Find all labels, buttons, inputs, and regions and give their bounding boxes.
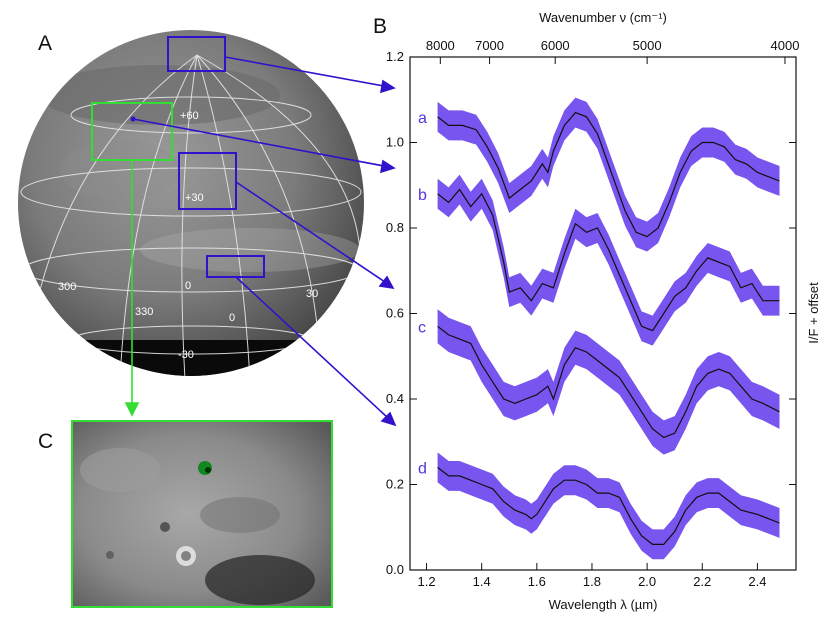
y-tick-label: 1.2 bbox=[386, 49, 404, 64]
series-label-c: c bbox=[418, 319, 426, 336]
x-tick-label: 2.4 bbox=[748, 574, 766, 589]
x-tick-label: 1.8 bbox=[583, 574, 601, 589]
y-axis-label: I/F + offset bbox=[806, 282, 821, 344]
panel-c-label: C bbox=[38, 430, 53, 453]
top-tick-label: 5000 bbox=[633, 38, 662, 53]
y-tick-label: 0.6 bbox=[386, 306, 404, 321]
grid-label-330: 330 bbox=[135, 306, 153, 318]
y-tick-label: 1.0 bbox=[386, 135, 404, 150]
spectra-bands bbox=[437, 97, 780, 560]
y-tick-label: 0.2 bbox=[386, 477, 404, 492]
panel-b-label: B bbox=[373, 15, 387, 38]
grid-label-60: +60 bbox=[180, 110, 199, 122]
x-tick-label: 2.2 bbox=[693, 574, 711, 589]
grid-label-m30: -30 bbox=[178, 349, 194, 361]
top-axis-ticks: 8000 7000 6000 5000 4000 bbox=[426, 38, 800, 64]
x-tick-label: 1.6 bbox=[528, 574, 546, 589]
grid-label-30: 30 bbox=[306, 288, 318, 300]
top-axis-label: Wavenumber ν (cm⁻¹) bbox=[539, 10, 667, 25]
grid-label-0b: 0 bbox=[229, 312, 235, 324]
series-line-c bbox=[437, 325, 780, 439]
band-b bbox=[437, 174, 780, 346]
grid-label-300: 300 bbox=[58, 281, 76, 293]
grid-label-30: +30 bbox=[185, 192, 204, 204]
band-d bbox=[437, 452, 780, 560]
band-a bbox=[437, 97, 780, 252]
grid-label-0a: 0 bbox=[185, 280, 191, 292]
top-tick-label: 8000 bbox=[426, 38, 455, 53]
y-axis-ticks: 0.0 0.2 0.4 0.6 0.8 1.0 1.2 bbox=[386, 49, 796, 577]
x-tick-label: 1.2 bbox=[418, 574, 436, 589]
region-box-c-spectrum bbox=[178, 152, 237, 210]
globe: +60 +30 0 0 300 330 30 -30 bbox=[18, 30, 364, 376]
spectra-lines bbox=[437, 111, 780, 546]
y-tick-label: 0.0 bbox=[386, 562, 404, 577]
y-tick-label: 0.8 bbox=[386, 220, 404, 235]
region-box-d bbox=[206, 255, 265, 278]
y-tick-label: 0.4 bbox=[386, 391, 404, 406]
band-c bbox=[437, 309, 780, 455]
top-tick-label: 4000 bbox=[771, 38, 800, 53]
series-line-b bbox=[437, 188, 780, 332]
panel-a-label: A bbox=[38, 32, 52, 55]
x-axis-label: Wavelength λ (µm) bbox=[549, 597, 658, 612]
series-labels: a b c d bbox=[418, 110, 427, 478]
series-label-b: b bbox=[418, 187, 427, 204]
top-tick-label: 7000 bbox=[475, 38, 504, 53]
region-arrows bbox=[132, 56, 397, 427]
series-line-d bbox=[437, 466, 780, 546]
x-tick-label: 2.0 bbox=[638, 574, 656, 589]
series-label-a: a bbox=[418, 110, 427, 127]
zoom-arrow bbox=[124, 160, 140, 417]
x-axis-ticks: 1.2 1.4 1.6 1.8 2.0 2.2 2.4 bbox=[418, 563, 766, 589]
x-tick-label: 1.4 bbox=[473, 574, 491, 589]
top-tick-label: 6000 bbox=[541, 38, 570, 53]
region-box-a bbox=[167, 36, 226, 72]
closeup-image bbox=[72, 421, 332, 607]
series-label-d: d bbox=[418, 460, 427, 477]
series-line-a bbox=[437, 111, 780, 238]
closeup-frame bbox=[71, 420, 333, 608]
